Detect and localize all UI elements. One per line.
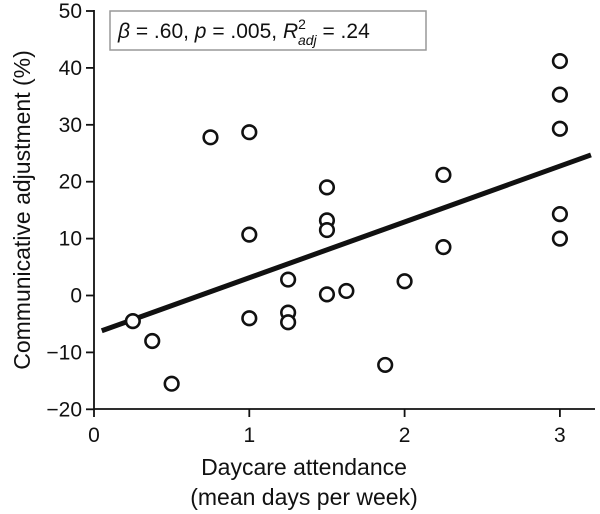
y-tick-label: 10 [59, 228, 82, 251]
data-point [241, 310, 258, 327]
y-tick-label: −20 [46, 398, 82, 421]
data-point [551, 120, 569, 137]
y-ticks: −20 −10 0 10 20 30 40 50 [46, 0, 94, 421]
y-tick-label: 20 [59, 171, 82, 194]
data-point [124, 313, 141, 330]
data-point [163, 375, 180, 392]
data-point [338, 282, 355, 300]
x-tick-label: 0 [88, 424, 100, 447]
r-value: = .24 [317, 20, 370, 43]
y-tick-label: 40 [59, 57, 82, 80]
annotation-box [109, 10, 427, 51]
data-point [144, 332, 161, 350]
y-axis-label: Communicative adjustment (%) [9, 50, 35, 370]
y-tick-label: 50 [59, 0, 82, 23]
x-axis-label-line1: Daycare attendance [201, 454, 407, 480]
data-point [377, 356, 394, 374]
data-point [318, 221, 336, 239]
data-point [202, 129, 219, 146]
r-symbol: R [283, 20, 298, 43]
data-point [280, 271, 297, 288]
data-point [241, 226, 258, 243]
data-point [551, 206, 569, 223]
y-tick-label: −10 [46, 341, 82, 364]
p-value: = .005, [206, 20, 282, 43]
r-subscript: adj [298, 32, 318, 48]
x-tick-label: 3 [554, 424, 566, 447]
data-point [241, 124, 258, 141]
x-tick-label: 2 [399, 424, 411, 447]
x-axis-label-line2: (mean days per week) [190, 484, 418, 510]
beta-symbol: β [117, 20, 130, 43]
data-point [435, 166, 452, 183]
data-point [396, 273, 413, 290]
stats-annotation: β = .60, p = .005, R2 adj = .24 [117, 16, 370, 48]
x-tick-label: 1 [243, 424, 255, 447]
data-point [435, 239, 452, 256]
data-point [551, 230, 569, 247]
data-point [551, 52, 569, 70]
regression-line [100, 152, 592, 334]
r-superscript: 2 [298, 16, 306, 32]
beta-value: = .60, [130, 20, 195, 43]
y-tick-label: 30 [59, 114, 82, 137]
data-point [318, 179, 336, 196]
data-point [280, 314, 297, 331]
x-ticks: 0 1 2 3 [88, 409, 566, 447]
data-point [551, 86, 569, 103]
data-points [124, 52, 569, 392]
y-tick-label: 0 [70, 285, 82, 308]
data-point [318, 286, 336, 303]
p-symbol: p [194, 20, 207, 43]
